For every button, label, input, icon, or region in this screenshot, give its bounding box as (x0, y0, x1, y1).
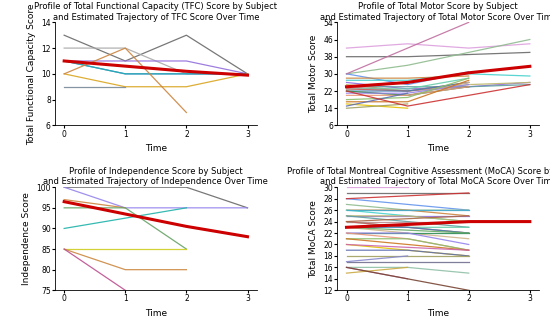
X-axis label: Time: Time (427, 309, 449, 318)
Title: Profile of Total Motor Score by Subject
and Estimated Trajectory of Total Motor : Profile of Total Motor Score by Subject … (320, 2, 550, 22)
X-axis label: Time: Time (427, 144, 449, 153)
Y-axis label: Independence Score: Independence Score (22, 192, 31, 285)
Y-axis label: Total MoCA Score: Total MoCA Score (309, 200, 318, 278)
Title: Profile of Independence Score by Subject
and Estimated Trajectory of Independenc: Profile of Independence Score by Subject… (43, 167, 268, 186)
Y-axis label: Total Motor Score: Total Motor Score (309, 35, 318, 113)
Title: Profile of Total Montreal Cognitive Assessment (MoCA) Score by Subject
and Estim: Profile of Total Montreal Cognitive Asse… (288, 167, 550, 186)
Y-axis label: Total Functional Capacity Score: Total Functional Capacity Score (26, 3, 36, 145)
X-axis label: Time: Time (145, 144, 167, 153)
X-axis label: Time: Time (145, 309, 167, 318)
Title: Profile of Total Functional Capacity (TFC) Score by Subject
and Estimated Trajec: Profile of Total Functional Capacity (TF… (34, 2, 277, 22)
